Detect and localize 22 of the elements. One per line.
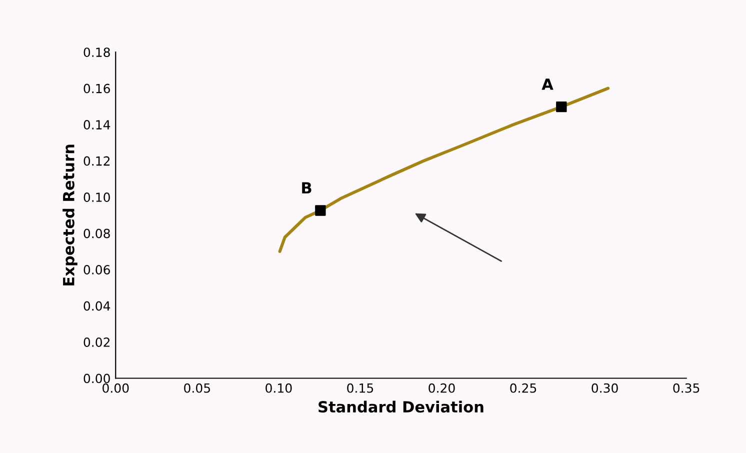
y-tick-label: 0.14 [84, 120, 110, 130]
x-tick-label: 0.20 [428, 383, 455, 393]
x-tick-label: 0.15 [347, 383, 374, 393]
x-tick-label: 0.25 [510, 383, 536, 393]
y-tick-label: 0.04 [84, 301, 110, 311]
y-axis-title: Expected Return [62, 144, 78, 286]
y-tick-label: 0.06 [84, 265, 110, 274]
x-tick-label: 0.30 [592, 383, 618, 393]
x-tick-label: 0.10 [266, 383, 292, 393]
y-tick-label: 0.00 [84, 374, 110, 384]
y-tick-label: 0.02 [84, 337, 110, 347]
annotation: B [302, 182, 312, 194]
x-tick-label: 0.00 [102, 383, 129, 393]
y-tick-label: 0.12 [84, 156, 110, 166]
x-tick-label: 0.05 [184, 383, 210, 393]
y-tick-label: 0.16 [84, 84, 110, 94]
y-tick-label: 0.10 [84, 192, 110, 202]
annotation: A [542, 78, 554, 90]
y-tick-label: 0.18 [84, 48, 110, 58]
x-axis-title: Standard Deviation [318, 400, 484, 413]
x-tick-label: 0.35 [673, 383, 700, 393]
y-tick-label: 0.08 [84, 228, 110, 238]
